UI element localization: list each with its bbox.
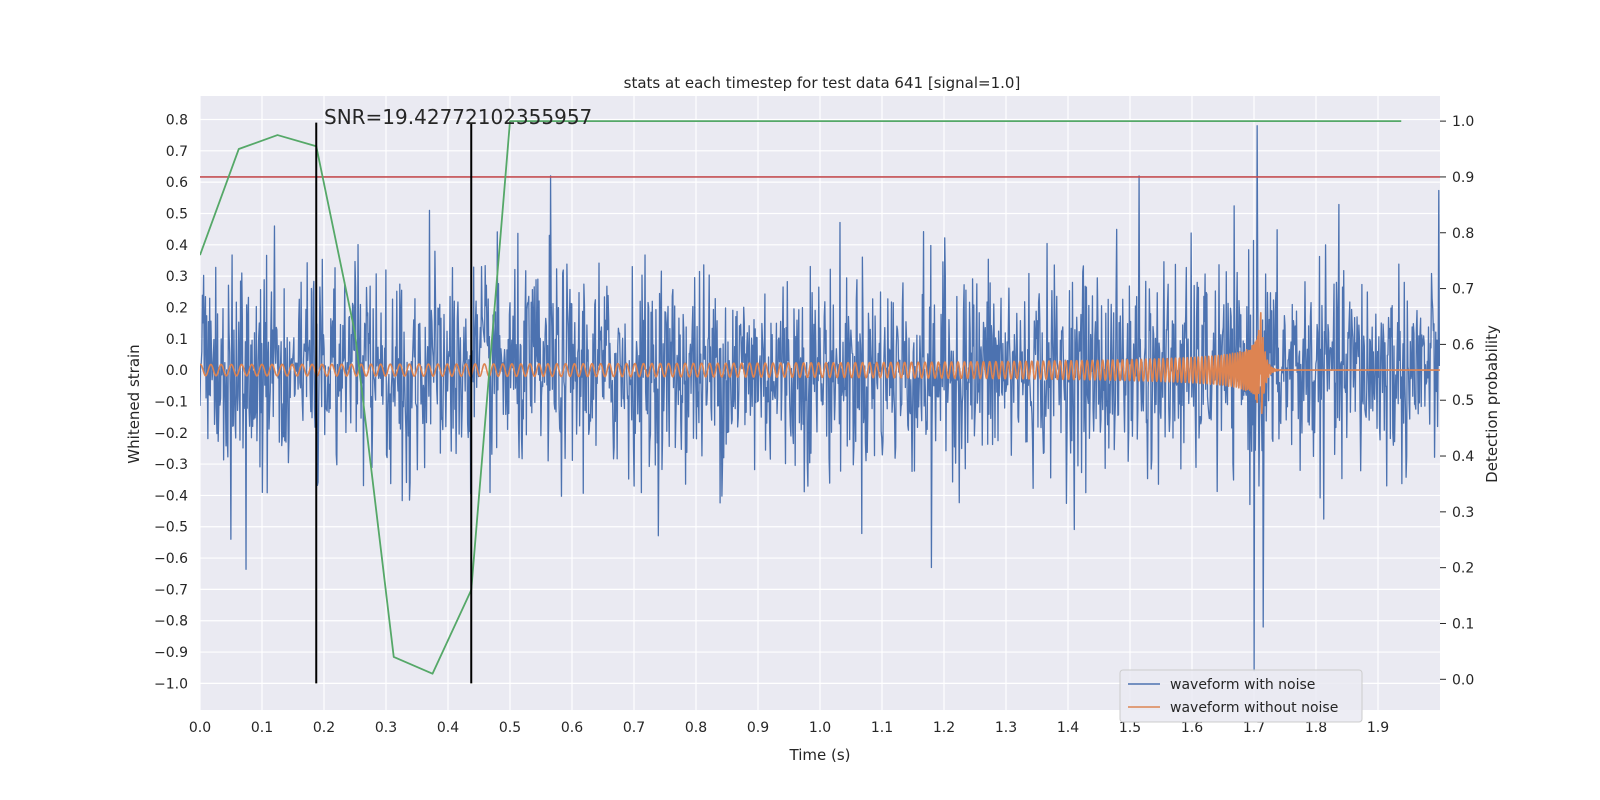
x-tick-label: 1.8: [1305, 720, 1327, 736]
y-tick-label: −0.8: [154, 614, 188, 630]
legend-label-clean: waveform without noise: [1170, 700, 1338, 716]
y-tick-label: 0.4: [166, 238, 188, 254]
y-axis-ticks: 0.8 0.7 0.6 0.5 0.4 0.3 0.2 0.1 0.0 −0.1 −0.2 −0.3 −…: [154, 112, 188, 692]
x-tick-label: 1.3: [995, 720, 1017, 736]
y-tick-label: 0.0: [166, 363, 188, 379]
y-tick-label: −0.5: [154, 520, 188, 536]
y2-tick-label: 0.0: [1452, 672, 1474, 688]
y2-tick-label: 0.2: [1452, 561, 1474, 577]
y-tick-label: −0.1: [154, 394, 188, 410]
legend: waveform with noise waveform without noi…: [1119, 669, 1363, 723]
legend-box: [1119, 669, 1363, 723]
x-tick-label: 0.0: [189, 720, 211, 736]
y-tick-label: −0.3: [154, 457, 188, 473]
y-tick-label: 0.2: [166, 300, 188, 316]
y-tick-label: 0.6: [166, 175, 188, 191]
y-tick-label: 0.7: [166, 144, 188, 160]
y-tick-label: −0.6: [154, 551, 188, 567]
x-tick-label: 0.9: [747, 720, 769, 736]
y2-tick-label: 0.3: [1452, 505, 1474, 521]
x-tick-label: 1.9: [1367, 720, 1389, 736]
y2-tick-label: 0.6: [1452, 337, 1474, 353]
y-tick-label: 0.8: [166, 112, 188, 128]
x-tick-label: 0.8: [685, 720, 707, 736]
y-tick-label: −0.2: [154, 426, 188, 442]
series-layer: [200, 120, 1440, 684]
legend-label-noise: waveform with noise: [1170, 677, 1315, 693]
y2-tick-label: 0.5: [1452, 393, 1474, 409]
series-detection-probability: [200, 120, 1402, 675]
x-tick-label: 1.6: [1181, 720, 1203, 736]
y2-tick-label: 0.1: [1452, 616, 1474, 632]
snr-annotation: SNR=19.42772102355957: [324, 105, 592, 129]
x-tick-label: 0.7: [623, 720, 645, 736]
y-axis-label: Whitened strain: [125, 344, 143, 463]
y-tick-label: −1.0: [154, 676, 188, 692]
y-tick-label: −0.9: [154, 645, 188, 661]
x-tick-label: 0.3: [375, 720, 397, 736]
grid-lines: [199, 96, 1440, 710]
y2-axis-ticks: 1.0 0.9 0.8 0.7 0.6 0.5 0.4 0.3 0.2 0.1 0.0: [1440, 114, 1474, 688]
x-tick-label: 1.7: [1243, 720, 1265, 736]
x-tick-label: 0.6: [561, 720, 583, 736]
series-waveform-without-noise: [200, 312, 1440, 415]
x-axis-ticks: 0.0 0.1 0.2 0.3 0.4 0.5 0.6 0.7 0.8 0.9 1.0 1.1 1.2 1…: [189, 720, 1389, 736]
y-tick-label: −0.4: [154, 488, 188, 504]
x-axis-label: Time (s): [789, 746, 851, 764]
y2-tick-label: 0.8: [1452, 226, 1474, 242]
x-tick-label: 1.5: [1119, 720, 1141, 736]
y2-tick-label: 0.7: [1452, 282, 1474, 298]
series-waveform-with-noise: [200, 125, 1440, 672]
chart-title: stats at each timestep for test data 641…: [624, 74, 1021, 92]
x-tick-label: 1.0: [809, 720, 831, 736]
x-tick-label: 1.2: [933, 720, 955, 736]
y-tick-label: 0.5: [166, 206, 188, 222]
x-tick-label: 1.4: [1057, 720, 1079, 736]
y-tick-label: 0.3: [166, 269, 188, 285]
y-tick-label: 0.1: [166, 332, 188, 348]
y2-tick-label: 1.0: [1452, 114, 1474, 130]
y2-tick-label: 0.4: [1452, 449, 1474, 465]
y-tick-label: −0.7: [154, 582, 188, 598]
x-tick-label: 0.4: [437, 720, 459, 736]
x-tick-label: 0.1: [251, 720, 273, 736]
x-tick-label: 0.5: [499, 720, 521, 736]
x-tick-label: 0.2: [313, 720, 335, 736]
x-tick-label: 1.1: [871, 720, 893, 736]
y2-axis-label: Detection probability: [1483, 325, 1501, 483]
y2-tick-label: 0.9: [1452, 170, 1474, 186]
